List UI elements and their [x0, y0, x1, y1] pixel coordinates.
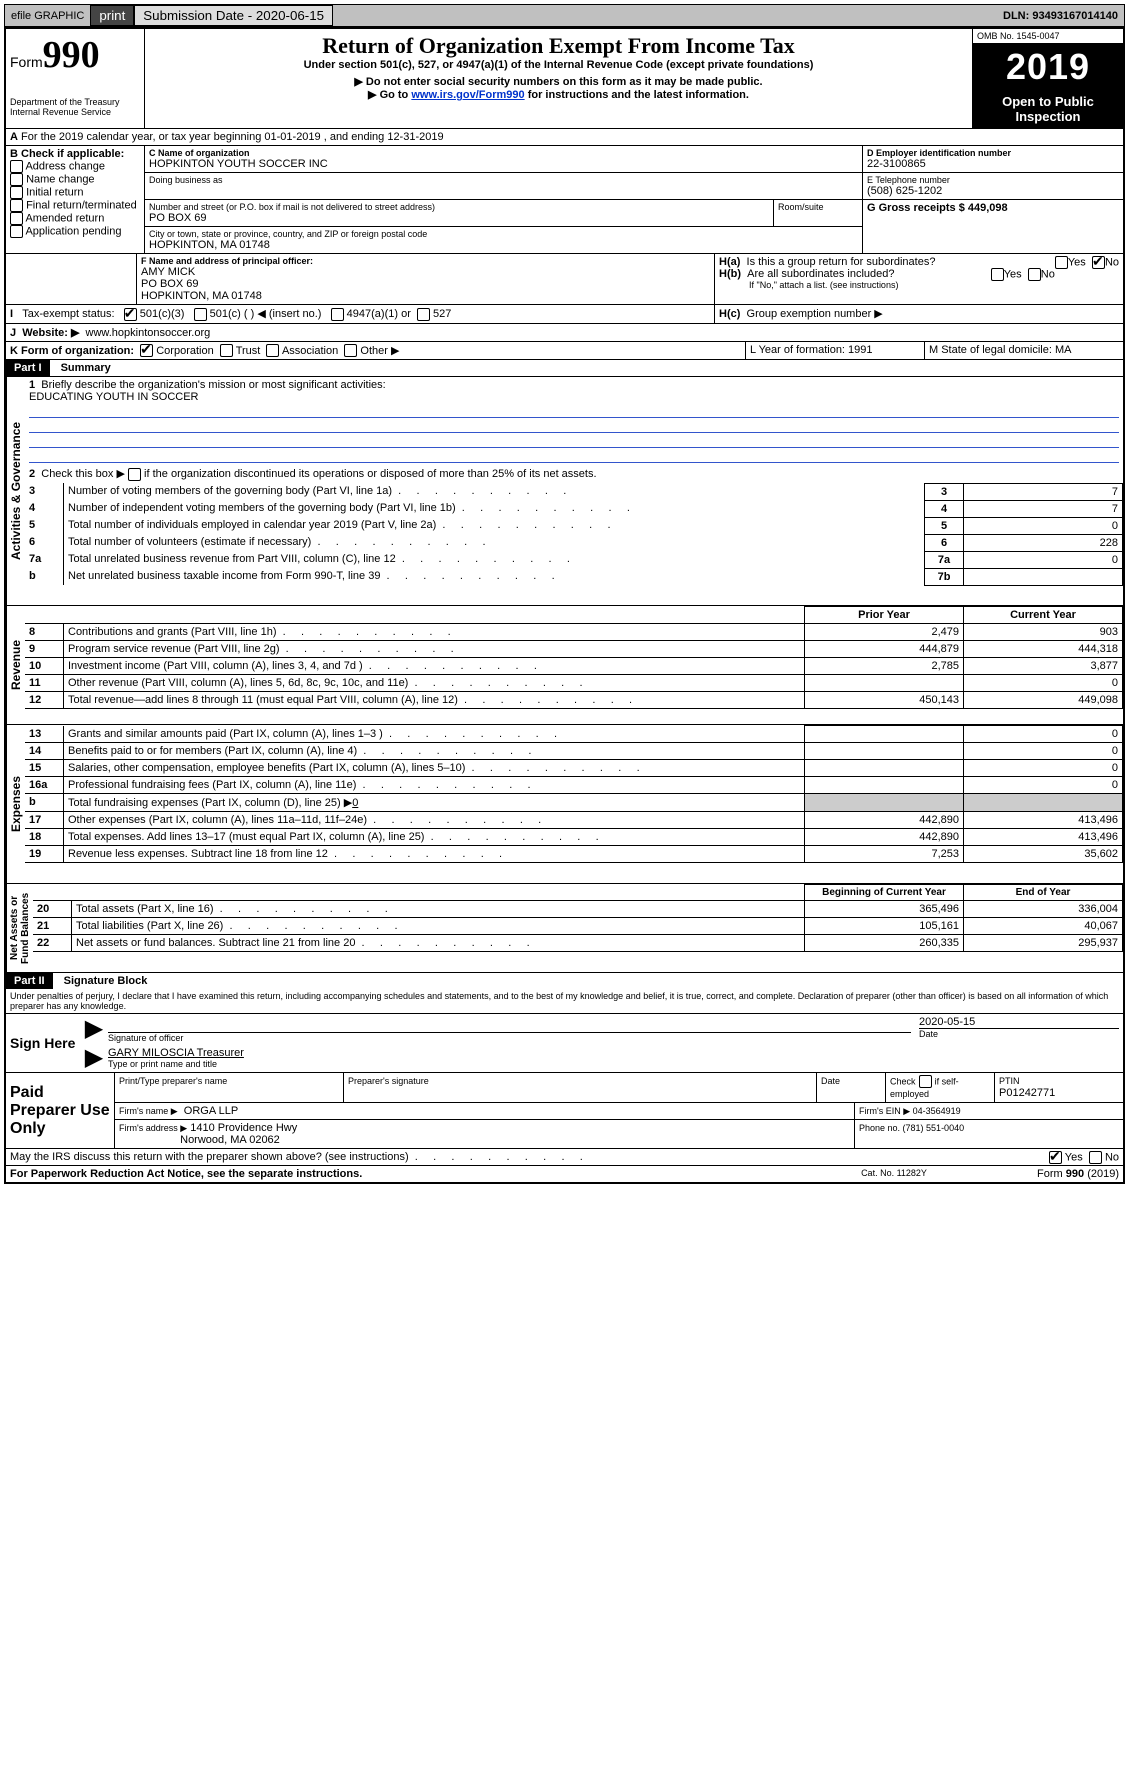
section-deg: D Employer identification number 22-3100… [862, 146, 1123, 253]
tax-year-line: A For the 2019 calendar year, or tax yea… [6, 129, 1123, 146]
tab-netassets: Net Assets or Fund Balances [6, 884, 33, 972]
top-toolbar: efile GRAPHIC print Submission Date - 20… [4, 4, 1125, 27]
section-c: C Name of organization HOPKINTON YOUTH S… [145, 146, 862, 253]
section-h: H(a) Is this a group return for subordin… [714, 254, 1123, 304]
discuss-line: May the IRS discuss this return with the… [6, 1149, 1123, 1166]
sign-here-label: Sign Here [6, 1014, 84, 1072]
form-title-box: Return of Organization Exempt From Incom… [145, 29, 972, 128]
net-table: Beginning of Current YearEnd of Year20 T… [33, 884, 1123, 952]
expenses-table: 13 Grants and similar amounts paid (Part… [25, 725, 1123, 863]
part1-header: Part I [6, 360, 50, 376]
form-id-box: Form990 Department of the Treasury Inter… [6, 29, 145, 128]
section-i: I Tax-exempt status: 501(c)(3) 501(c) ( … [6, 305, 714, 323]
perjury-text: Under penalties of perjury, I declare th… [6, 989, 1123, 1014]
part2-header: Part II [6, 973, 53, 989]
paid-preparer-label: Paid Preparer Use Only [6, 1073, 114, 1148]
dln-label: DLN: 93493167014140 [997, 8, 1124, 24]
governance-table: 3 Number of voting members of the govern… [25, 483, 1123, 586]
irs-link[interactable]: www.irs.gov/Form990 [411, 89, 524, 101]
section-hc: H(c) Group exemption number ▶ [714, 305, 1123, 323]
submission-date-button[interactable]: Submission Date - 2020-06-15 [134, 5, 333, 26]
tab-revenue: Revenue [6, 606, 25, 724]
section-l: L Year of formation: 1991 [745, 342, 924, 360]
print-button[interactable]: print [90, 5, 134, 26]
tab-expenses: Expenses [6, 725, 25, 883]
tab-governance: Activities & Governance [6, 377, 25, 605]
revenue-table: Prior YearCurrent Year8 Contributions an… [25, 606, 1123, 709]
section-b: B Check if applicable: Address change Na… [6, 146, 145, 253]
section-j: J Website: ▶ www.hopkintonsoccer.org [6, 324, 1123, 341]
efile-label: efile GRAPHIC [5, 8, 90, 24]
year-box: OMB No. 1545-0047 2019 Open to Public In… [972, 29, 1123, 128]
section-m: M State of legal domicile: MA [924, 342, 1123, 360]
section-k: K Form of organization: Corporation Trus… [6, 342, 745, 360]
section-f: F Name and address of principal officer:… [137, 254, 714, 304]
